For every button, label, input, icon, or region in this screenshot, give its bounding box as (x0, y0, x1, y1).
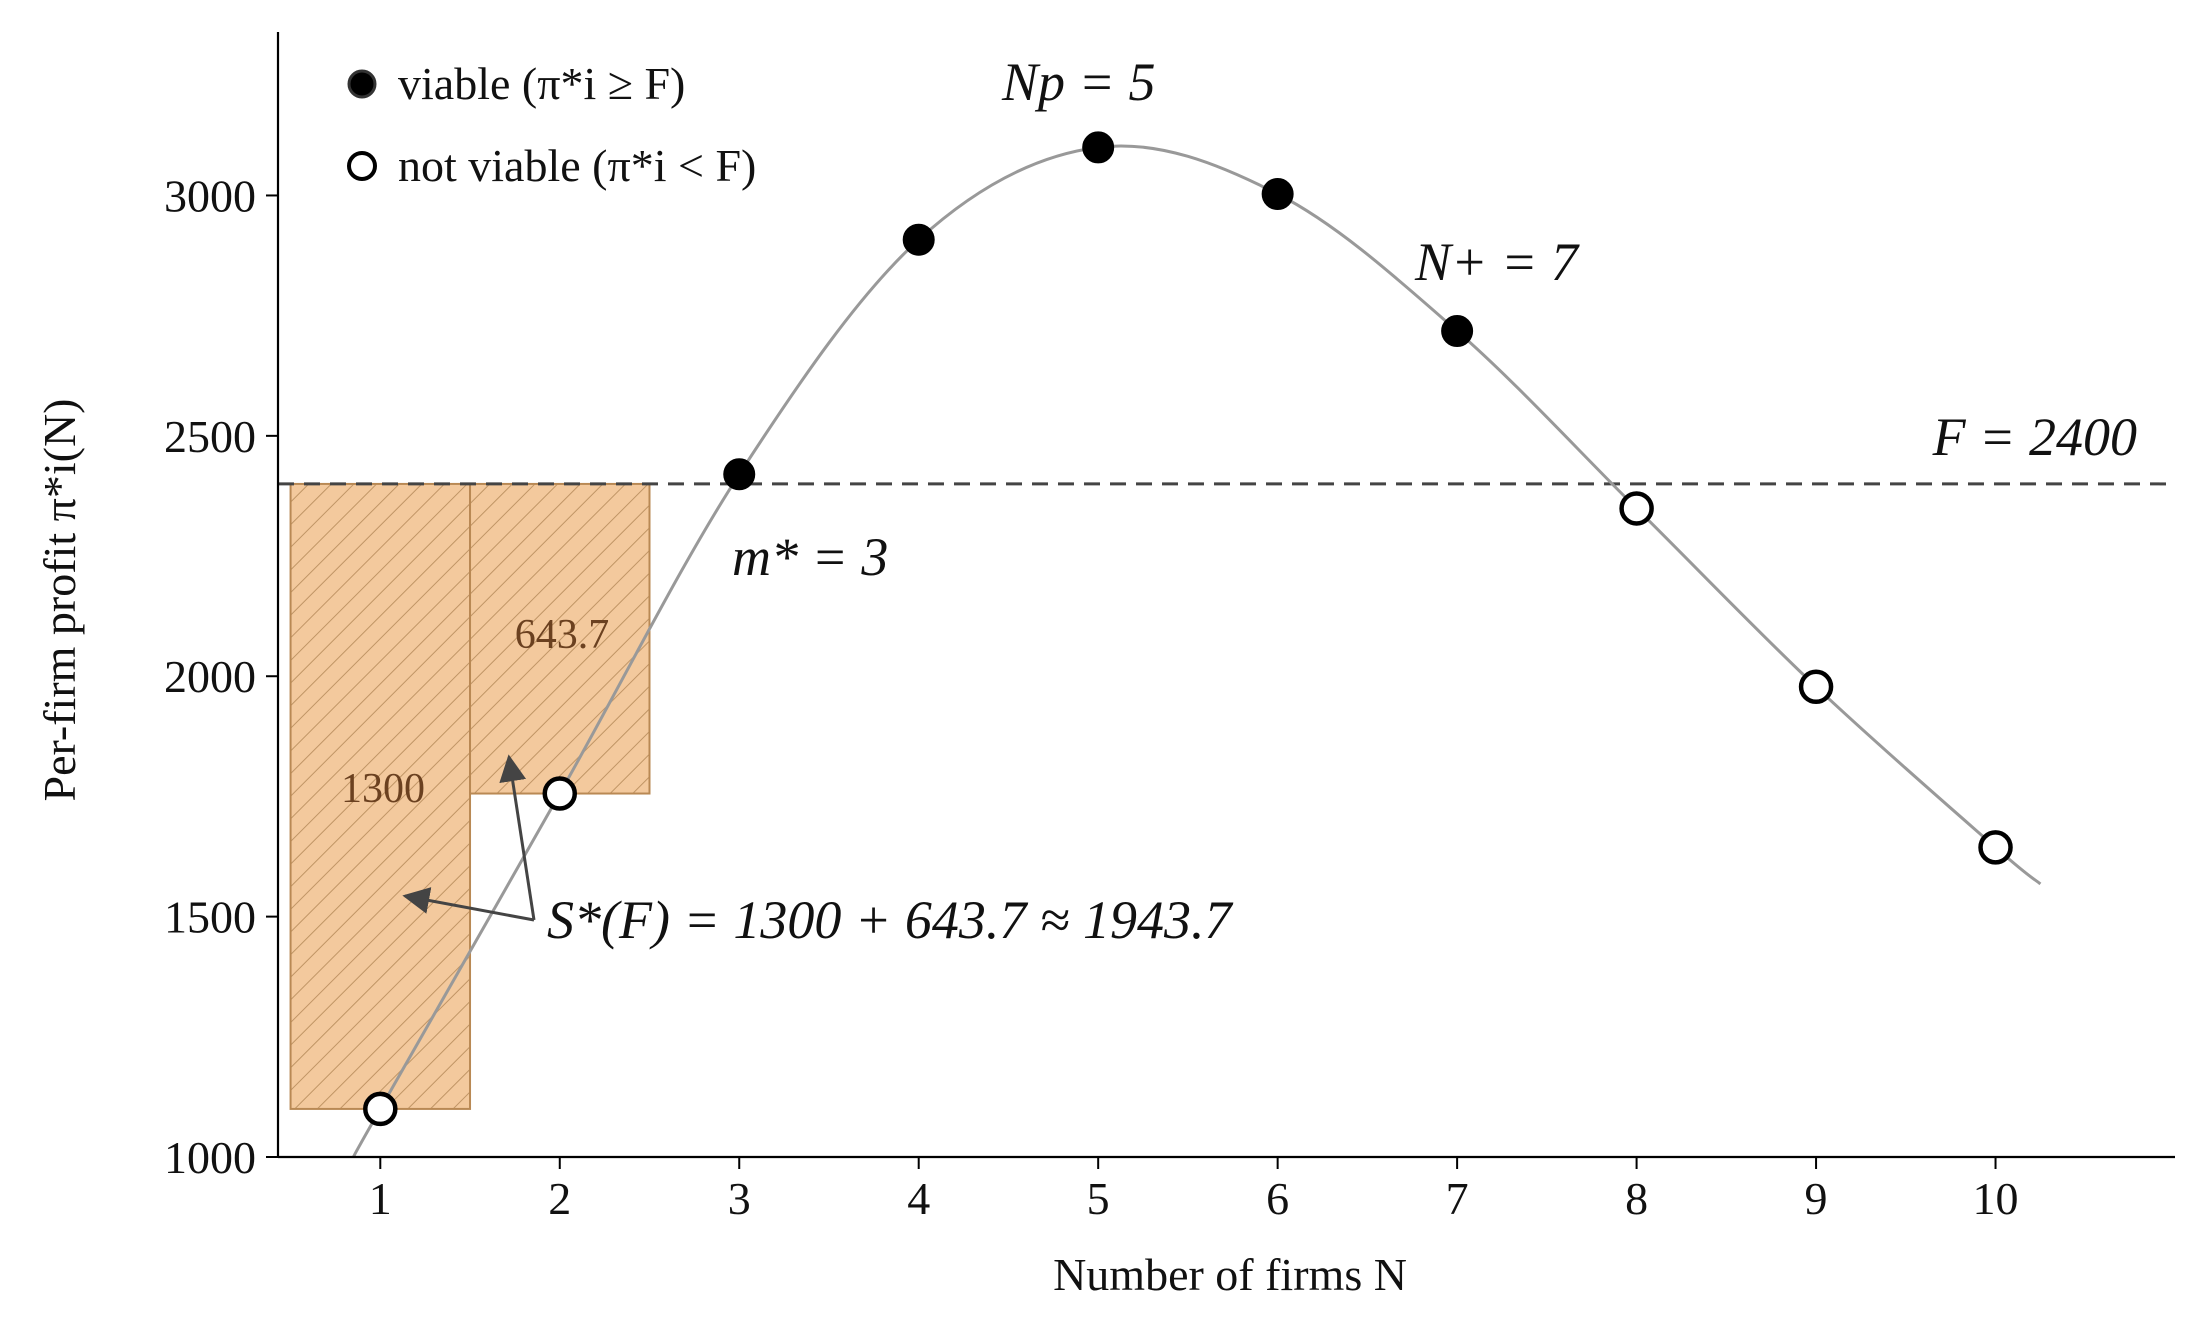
x-tick-label-9: 9 (1805, 1173, 1828, 1224)
bar-label-2: 643.7 (515, 612, 610, 658)
x-tick-label-1: 1 (369, 1173, 392, 1224)
surplus-bars (289, 482, 651, 1110)
surplus-bar-hatch-2 (469, 482, 651, 795)
y-tick-label-2500: 2500 (164, 411, 256, 462)
viable-point-7 (1441, 315, 1474, 348)
bar-labels: 1300 643.7 (341, 612, 609, 812)
y-tick-label-3000: 3000 (164, 170, 256, 221)
x-tick-label-10: 10 (1973, 1173, 2019, 1224)
annotation-mstar: m* = 3 (732, 527, 888, 587)
x-tick-label-3: 3 (728, 1173, 751, 1224)
y-ticks: 1000 1500 2000 2500 3000 (164, 170, 278, 1183)
x-tick-label-5: 5 (1087, 1173, 1110, 1224)
viable-point-6 (1261, 178, 1294, 211)
arrow-to-bar-1 (402, 887, 535, 922)
not-viable-point-1 (363, 1091, 398, 1127)
viable-point-4 (902, 223, 935, 256)
annotation-nplus: N+ = 7 (1414, 232, 1580, 292)
not-viable-point-9 (1798, 669, 1834, 705)
legend-marker-not-viable (347, 151, 377, 181)
x-tick-label-8: 8 (1625, 1173, 1648, 1224)
annotations: Np = 5 N+ = 7 m* = 3 S*(F) = 1300 + 643.… (402, 52, 1580, 950)
x-ticks: 1 2 3 4 5 6 7 8 9 10 (369, 1157, 2019, 1224)
legend: viable (π*i ≥ F) not viable (π*i < F) (347, 58, 756, 191)
x-tick-label-7: 7 (1446, 1173, 1469, 1224)
data-points (363, 131, 2013, 1127)
x-tick-label-4: 4 (907, 1173, 930, 1224)
y-tick-label-2000: 2000 (164, 651, 256, 702)
x-tick-label-6: 6 (1266, 1173, 1289, 1224)
x-tick-label-2: 2 (548, 1173, 571, 1224)
axes (276, 32, 2175, 1159)
annotation-np: Np = 5 (1001, 52, 1155, 112)
viable-point-3 (723, 458, 756, 491)
not-viable-point-2 (542, 776, 578, 811)
viable-point-5 (1082, 131, 1115, 164)
legend-label-viable: viable (π*i ≥ F) (398, 58, 685, 109)
annotation-surplus: S*(F) = 1300 + 643.7 ≈ 1943.7 (547, 890, 1233, 950)
not-viable-point-8 (1619, 491, 1654, 526)
bar-label-1: 1300 (341, 766, 425, 812)
y-tick-label-1000: 1000 (164, 1132, 256, 1183)
arrow-to-bar-2 (499, 754, 536, 921)
y-tick-label-1500: 1500 (164, 892, 256, 943)
fixed-cost-label: F = 2400 (1932, 407, 2137, 467)
legend-marker-viable (347, 69, 377, 99)
legend-label-not-viable: not viable (π*i < F) (398, 140, 756, 191)
not-viable-point-10 (1978, 830, 2013, 865)
y-axis-label: Per-firm profit π*i(N) (34, 399, 85, 802)
x-axis-label: Number of firms N (1053, 1249, 1407, 1300)
fixed-cost-line-group: F = 2400 (278, 407, 2175, 486)
